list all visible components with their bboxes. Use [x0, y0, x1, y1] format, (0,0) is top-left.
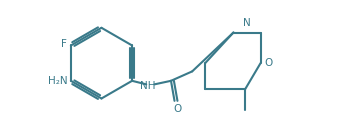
- Text: F: F: [62, 39, 67, 49]
- Text: N: N: [243, 18, 251, 28]
- Text: O: O: [264, 58, 272, 68]
- Text: NH: NH: [140, 81, 155, 91]
- Text: H₂N: H₂N: [48, 76, 67, 86]
- Text: O: O: [173, 104, 182, 114]
